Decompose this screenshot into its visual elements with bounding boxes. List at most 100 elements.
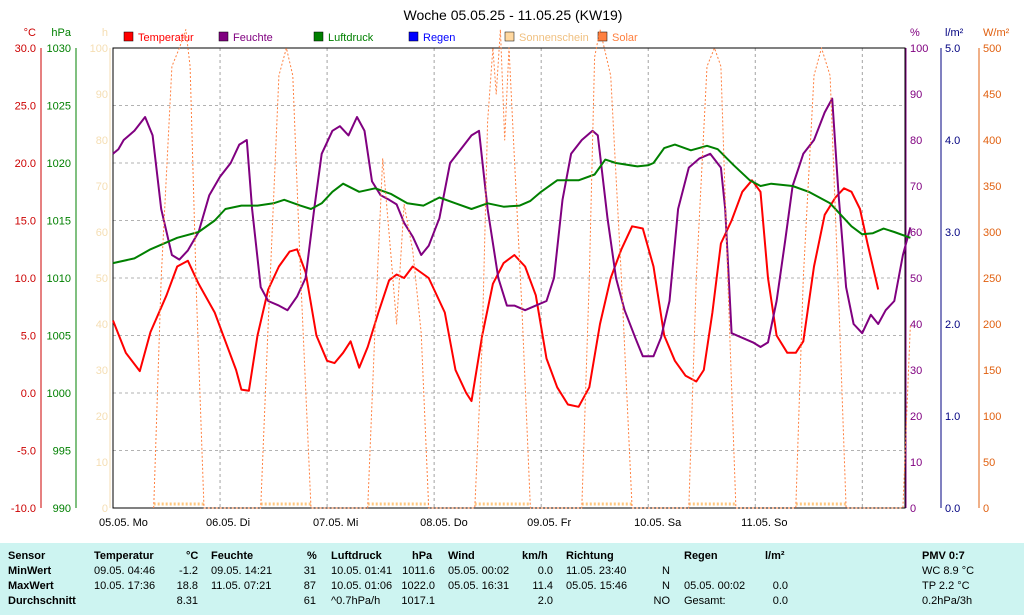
tick-label-rain: 1.0 <box>945 411 960 423</box>
x-axis-labels: 05.05. Mo 06.05. Di 07.05. Mi 08.05. Do 09.0… <box>99 517 787 529</box>
richtung-min: N <box>662 565 670 577</box>
legend-label: Temperatur <box>138 32 194 44</box>
legend-label: Luftdruck <box>328 32 374 44</box>
tick-label-pressure: 1030 <box>47 43 71 55</box>
unit-label-rain: l/m² <box>945 27 964 39</box>
x-tick-label: 06.05. Di <box>206 517 250 529</box>
row-label-sensor: Sensor <box>8 550 46 562</box>
regen-max: 0.0 <box>772 580 788 592</box>
richtung-max: N <box>662 580 670 592</box>
pmv-trend: 0.2hPa/3h <box>922 595 973 607</box>
tick-label-humidity: 40 <box>910 319 922 331</box>
luftdruck-unit: hPa <box>412 550 433 562</box>
tick-label-temp: 20.0 <box>15 158 36 170</box>
tick-label-solar: 250 <box>983 273 1001 285</box>
luftdruck-trend: ^0.7hPa/h <box>331 595 381 607</box>
unit-label-sunshine: h <box>102 27 108 39</box>
legend: Temperatur Feuchte Luftdruck Regen Sonnensch… <box>123 31 638 44</box>
tick-label-sunshine: 20 <box>96 411 108 423</box>
tick-label-sunshine: 0 <box>102 503 108 515</box>
tick-label-rain: 2.0 <box>945 319 960 331</box>
regen-header: Regen <box>684 550 718 562</box>
tick-label-pressure: 1010 <box>47 273 71 285</box>
tick-label-temp: 25.0 <box>15 101 36 113</box>
wind-max-time: 05.05. 16:31 <box>448 580 510 592</box>
series-line-luftdruck <box>112 143 911 265</box>
x-tick-label: 09.05. Fr <box>527 517 571 529</box>
tick-label-humidity: 10 <box>910 457 922 469</box>
tick-label-rain: 5.0 <box>945 43 960 55</box>
tick-label-pressure: 1025 <box>47 101 71 113</box>
tick-label-solar: 100 <box>983 411 1001 423</box>
feuchte-min: 31 <box>303 565 316 577</box>
tick-label-rain: 3.0 <box>945 227 960 239</box>
tick-label-temp: 10.0 <box>15 273 36 285</box>
wind-unit: km/h <box>522 550 548 562</box>
tick-label-sunshine: 40 <box>96 319 108 331</box>
tick-label-pressure: 1005 <box>47 331 71 343</box>
tick-label-humidity: 20 <box>910 411 922 423</box>
x-tick-label: 08.05. Do <box>420 517 468 529</box>
tick-label-sunshine: 100 <box>90 43 108 55</box>
luftdruck-min: 1011.6 <box>402 565 435 577</box>
tick-label-pressure: 995 <box>53 446 71 458</box>
tick-label-pressure: 990 <box>53 503 71 515</box>
unit-label-solar: W/m² <box>983 27 1010 39</box>
grid <box>112 47 906 509</box>
tick-label-sunshine: 90 <box>96 89 108 101</box>
tick-label-temp: 0.0 <box>21 388 36 400</box>
x-tick-label: 07.05. Mi <box>313 517 358 529</box>
tick-label-humidity: 70 <box>910 181 922 193</box>
x-tick-label: 10.05. Sa <box>634 517 682 529</box>
luftdruck-min-time: 10.05. 01:41 <box>331 565 393 577</box>
luftdruck-avg: 1017.1 <box>401 595 435 607</box>
regen-total-label: Gesamt: <box>684 595 726 607</box>
series-line-feuchte <box>112 97 912 358</box>
legend-label: Solar <box>612 32 638 44</box>
chart-background <box>0 0 1024 543</box>
legend-swatch <box>313 31 324 42</box>
x-tick-label: 11.05. So <box>741 517 787 529</box>
tick-label-solar: 300 <box>983 227 1001 239</box>
tick-label-pressure: 1020 <box>47 158 71 170</box>
feuchte-max: 87 <box>303 580 316 592</box>
tick-label-humidity: 0 <box>910 503 916 515</box>
series-line-solar <box>153 29 911 509</box>
legend-swatch <box>218 31 229 42</box>
unit-label-humidity: % <box>910 27 920 39</box>
legend-label: Regen <box>423 32 455 44</box>
legend-label: Feuchte <box>233 32 273 44</box>
weather-chart: Woche 05.05.25 - 11.05.25 (KW19) Tempera… <box>0 0 1024 543</box>
tick-label-pressure: 1000 <box>47 388 71 400</box>
richtung-header: Richtung <box>566 550 614 562</box>
tick-label-temp: 5.0 <box>21 331 36 343</box>
tick-label-solar: 350 <box>983 181 1001 193</box>
row-label-min: MinWert <box>8 565 52 577</box>
pmv-tp: TP 2.2 °C <box>922 580 970 592</box>
wind-avg: 2.0 <box>537 595 553 607</box>
wind-min: 0.0 <box>537 565 553 577</box>
feuchte-unit: % <box>307 550 317 562</box>
temperatur-unit: °C <box>186 550 199 562</box>
tick-label-temp: 15.0 <box>15 216 36 228</box>
row-label-max: MaxWert <box>8 580 54 592</box>
tick-label-solar: 450 <box>983 89 1001 101</box>
unit-label-temp: °C <box>24 27 36 39</box>
chart-title: Woche 05.05.25 - 11.05.25 (KW19) <box>404 7 623 23</box>
tick-label-sunshine: 10 <box>96 457 108 469</box>
legend-swatch <box>504 31 515 42</box>
unit-label-pressure: hPa <box>51 27 71 39</box>
tick-label-solar: 400 <box>983 135 1001 147</box>
tick-label-pressure: 1015 <box>47 216 71 228</box>
tick-label-humidity: 90 <box>910 89 922 101</box>
tick-label-rain: 0.0 <box>945 503 960 515</box>
temperatur-header: Temperatur <box>94 550 154 562</box>
legend-swatch <box>597 31 608 42</box>
richtung-min-time: 11.05. 23:40 <box>566 565 627 577</box>
regen-max-time: 05.05. 00:02 <box>684 580 746 592</box>
temperatur-min-time: 09.05. 04:46 <box>94 565 156 577</box>
legend-label: Sonnenschein <box>519 32 589 44</box>
legend-swatch <box>123 31 134 42</box>
richtung-avg: NO <box>653 595 671 607</box>
statistics-panel: Sensor MinWert MaxWert Durchschnitt Temp… <box>0 543 1024 615</box>
